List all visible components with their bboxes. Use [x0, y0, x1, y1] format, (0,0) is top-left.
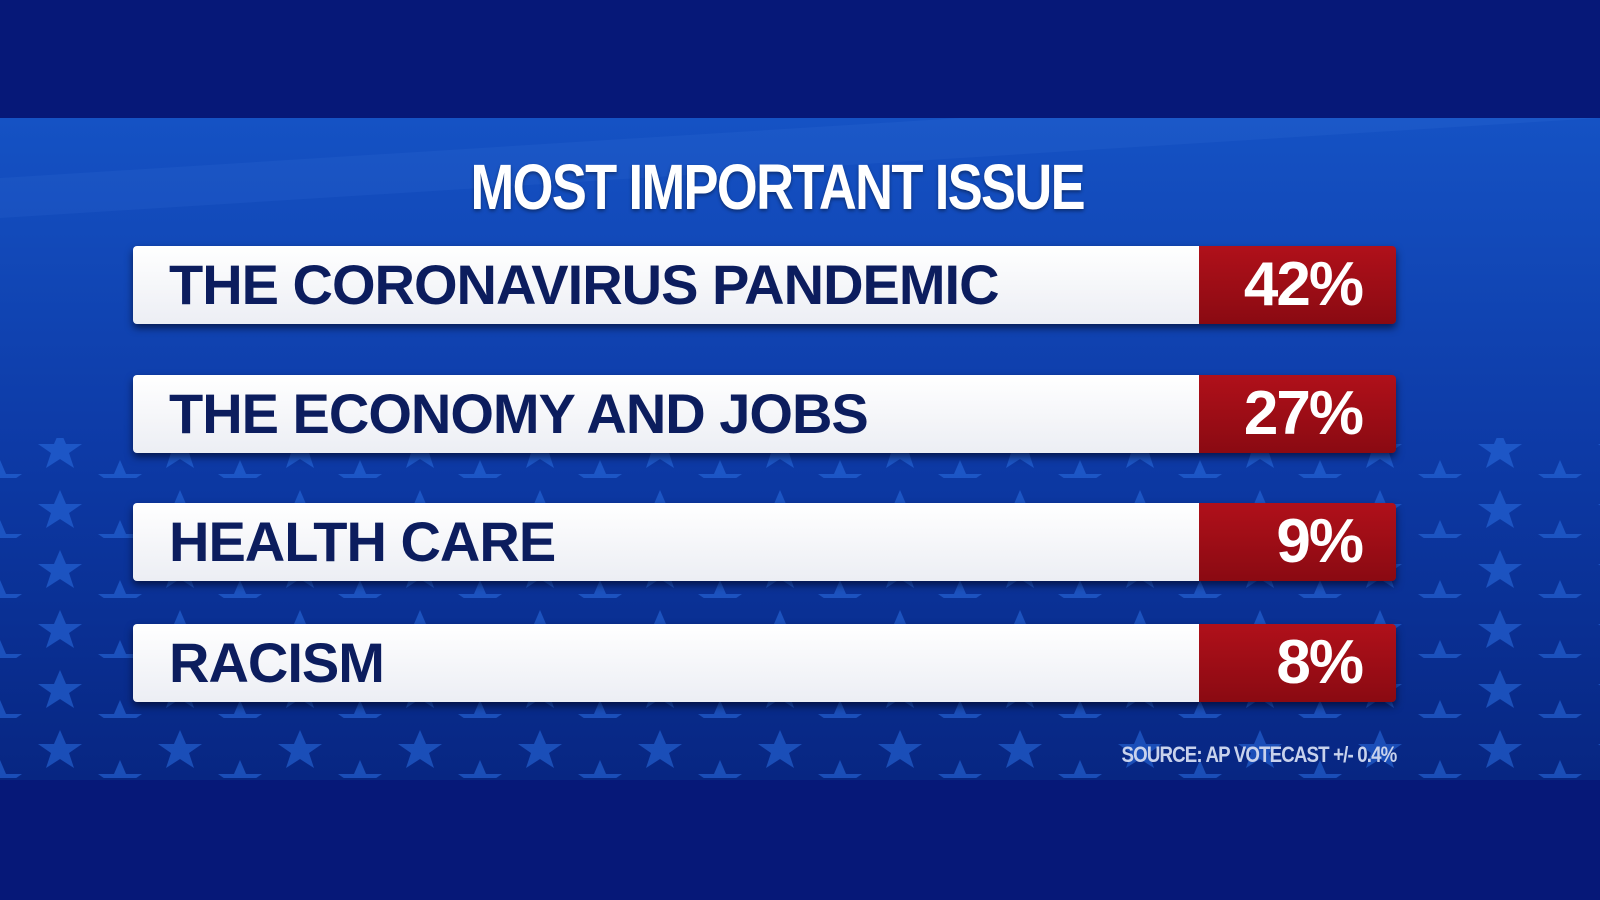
issue-label: THE CORONAVIRUS PANDEMIC	[133, 246, 1199, 324]
issue-percent: 27%	[1199, 375, 1396, 453]
source: SOURCE: AP VOTECAST +/- 0.4%	[1121, 742, 1397, 767]
issue-label: HEALTH CARE	[133, 503, 1199, 581]
issue-row: HEALTH CARE 9%	[133, 503, 1396, 581]
issue-percent: 9%	[1199, 503, 1396, 581]
issue-label: RACISM	[133, 624, 1199, 702]
issue-row: THE CORONAVIRUS PANDEMIC 42%	[133, 246, 1396, 324]
issue-row: RACISM 8%	[133, 624, 1396, 702]
issue-percent: 42%	[1199, 246, 1396, 324]
light-streak	[0, 118, 1600, 218]
issue-row: THE ECONOMY AND JOBS 27%	[133, 375, 1396, 453]
issue-percent: 8%	[1199, 624, 1396, 702]
title: MOST IMPORTANT ISSUE	[470, 151, 1086, 223]
issue-label: THE ECONOMY AND JOBS	[133, 375, 1199, 453]
stars	[0, 438, 1600, 780]
